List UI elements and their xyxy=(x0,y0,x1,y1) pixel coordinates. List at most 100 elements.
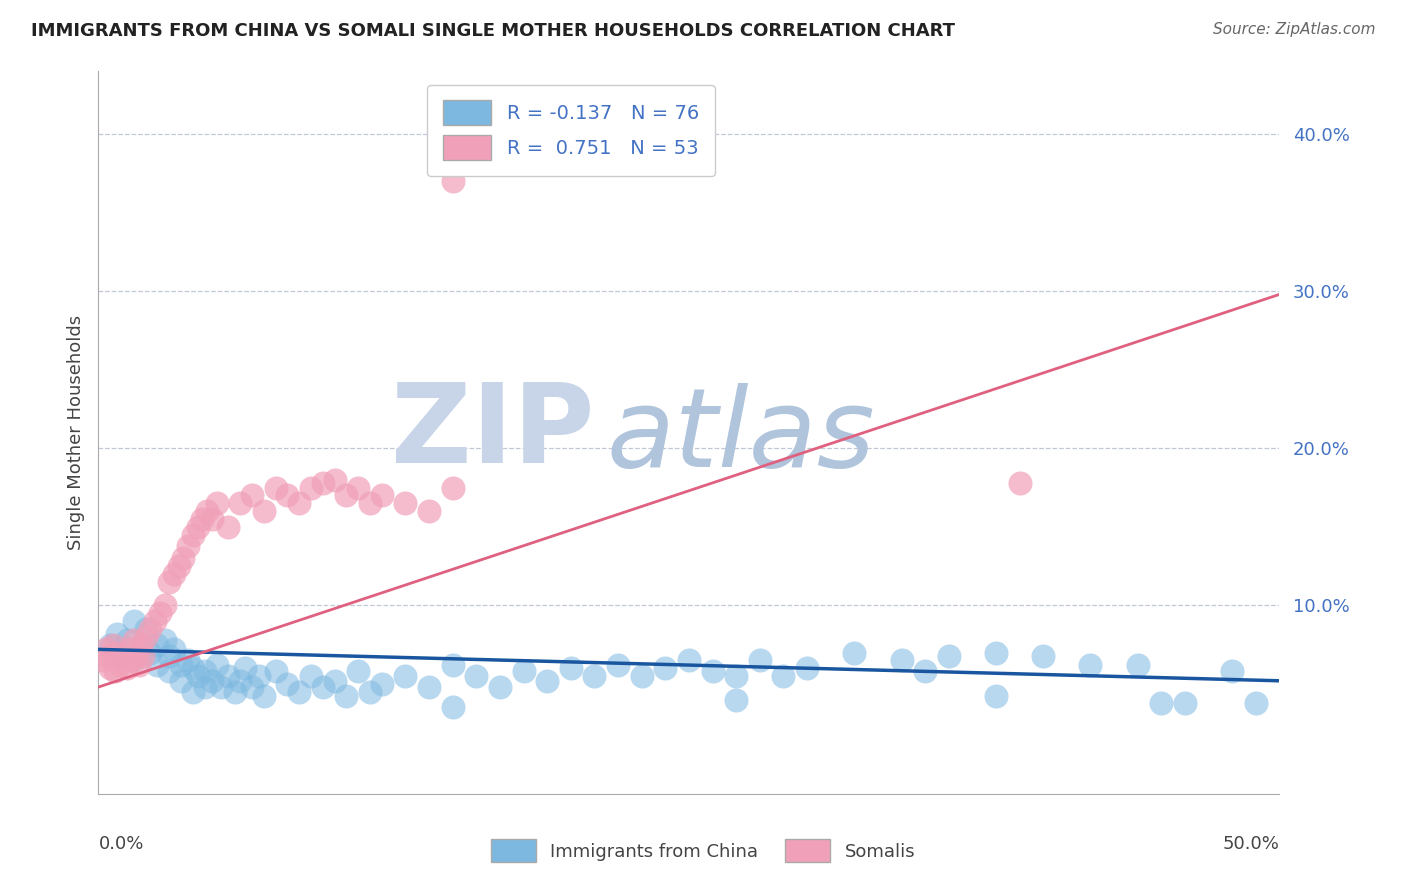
Point xyxy=(122,614,145,628)
Point xyxy=(276,488,298,502)
Point xyxy=(654,661,676,675)
Point xyxy=(132,648,155,663)
Point xyxy=(139,622,162,636)
Point xyxy=(512,665,534,679)
Point xyxy=(276,677,298,691)
Point xyxy=(146,638,169,652)
Legend: Immigrants from China, Somalis: Immigrants from China, Somalis xyxy=(484,832,922,870)
Point xyxy=(253,504,276,518)
Point xyxy=(299,669,322,683)
Point xyxy=(607,658,630,673)
Point xyxy=(157,648,180,663)
Point xyxy=(122,632,145,647)
Point xyxy=(1150,696,1173,710)
Point xyxy=(112,648,135,663)
Point xyxy=(630,669,652,683)
Point xyxy=(240,488,263,502)
Point xyxy=(170,658,193,673)
Point xyxy=(844,646,866,660)
Point xyxy=(153,632,176,647)
Point xyxy=(98,638,121,652)
Text: 50.0%: 50.0% xyxy=(1223,835,1279,853)
Point xyxy=(201,512,224,526)
Point xyxy=(772,669,794,683)
Point xyxy=(146,658,169,673)
Point xyxy=(938,648,960,663)
Point xyxy=(118,642,141,657)
Point xyxy=(359,496,381,510)
Point xyxy=(135,630,157,644)
Point xyxy=(217,520,239,534)
Point xyxy=(181,527,204,541)
Point xyxy=(323,473,346,487)
Point xyxy=(678,653,700,667)
Point xyxy=(205,496,228,510)
Point xyxy=(288,496,311,510)
Point xyxy=(167,559,190,574)
Point xyxy=(111,653,134,667)
Point xyxy=(224,685,246,699)
Point xyxy=(240,680,263,694)
Point xyxy=(101,638,124,652)
Point xyxy=(108,658,131,673)
Point xyxy=(139,646,162,660)
Point xyxy=(1174,696,1197,710)
Point xyxy=(418,680,440,694)
Point xyxy=(1126,658,1149,673)
Point xyxy=(1220,665,1243,679)
Point xyxy=(347,665,370,679)
Point xyxy=(264,665,287,679)
Point xyxy=(195,504,218,518)
Point xyxy=(359,685,381,699)
Point xyxy=(121,653,143,667)
Point xyxy=(914,665,936,679)
Point xyxy=(128,658,150,673)
Point xyxy=(105,646,128,660)
Point xyxy=(172,551,194,566)
Point xyxy=(536,673,558,688)
Point xyxy=(394,669,416,683)
Point xyxy=(247,669,270,683)
Point xyxy=(560,661,582,675)
Point xyxy=(187,669,209,683)
Point xyxy=(796,661,818,675)
Point xyxy=(177,539,200,553)
Point xyxy=(98,661,121,675)
Point xyxy=(149,607,172,621)
Point xyxy=(984,690,1007,704)
Point xyxy=(702,665,724,679)
Text: Source: ZipAtlas.com: Source: ZipAtlas.com xyxy=(1212,22,1375,37)
Point xyxy=(288,685,311,699)
Point xyxy=(163,642,186,657)
Point xyxy=(418,504,440,518)
Point xyxy=(187,520,209,534)
Point xyxy=(170,673,193,688)
Point xyxy=(104,665,127,679)
Point xyxy=(135,622,157,636)
Point xyxy=(122,653,145,667)
Text: ZIP: ZIP xyxy=(391,379,595,486)
Point xyxy=(91,653,114,667)
Point xyxy=(264,481,287,495)
Point xyxy=(253,690,276,704)
Point xyxy=(217,669,239,683)
Legend: R = -0.137   N = 76, R =  0.751   N = 53: R = -0.137 N = 76, R = 0.751 N = 53 xyxy=(427,85,714,176)
Point xyxy=(441,700,464,714)
Point xyxy=(111,648,134,663)
Point xyxy=(143,614,166,628)
Point xyxy=(157,665,180,679)
Point xyxy=(125,648,148,663)
Point xyxy=(1080,658,1102,673)
Point xyxy=(229,673,252,688)
Point xyxy=(312,680,335,694)
Point xyxy=(115,632,138,647)
Point xyxy=(157,574,180,589)
Point xyxy=(323,673,346,688)
Point xyxy=(105,626,128,640)
Point xyxy=(489,680,512,694)
Point xyxy=(725,692,748,706)
Point xyxy=(153,599,176,613)
Point xyxy=(335,690,357,704)
Point xyxy=(129,638,152,652)
Y-axis label: Single Mother Households: Single Mother Households xyxy=(66,315,84,550)
